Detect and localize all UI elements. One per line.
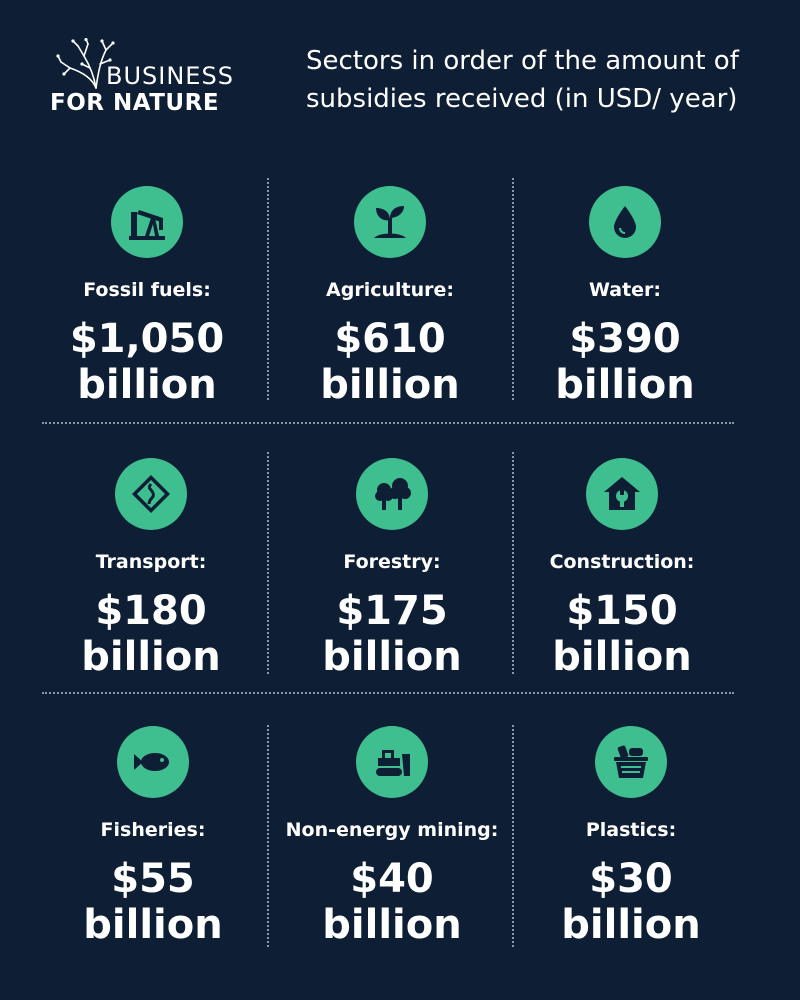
sector-label: Forestry: [343,551,441,573]
page-title: Sectors in order of the amount of subsid… [306,46,739,114]
sector-unit: billion [322,902,462,948]
house-wrench-icon [586,458,658,530]
sector-card-water: Water: $390 billion [502,186,748,408]
sector-label: Agriculture: [326,279,454,301]
oil-pump-icon [111,186,183,258]
sector-unit: billion [322,634,462,680]
sector-card-non-energy-mining: Non-energy mining: $40 billion [269,726,515,948]
sector-amount: $30 [589,856,673,902]
trees-icon [356,458,428,530]
sector-amount: $1,050 [69,316,225,362]
water-drop-icon [589,186,661,258]
column-divider [267,452,269,674]
sector-label: Transport: [95,551,207,573]
sector-card-agriculture: Agriculture: $610 billion [267,186,513,408]
bulldozer-icon [356,726,428,798]
sector-card-plastics: Plastics: $30 billion [508,726,754,948]
sector-unit: billion [77,362,217,408]
column-divider [512,452,514,674]
row-divider [42,422,734,424]
sector-amount: $390 [569,316,681,362]
sector-unit: billion [83,902,223,948]
sector-amount: $150 [566,588,678,634]
row-divider [42,692,734,694]
sector-card-construction: Construction: $150 billion [499,458,745,680]
sector-amount: $55 [111,856,195,902]
sector-unit: billion [320,362,460,408]
sector-unit: billion [555,362,695,408]
sector-label: Water: [588,279,662,301]
sector-amount: $610 [334,316,446,362]
sector-card-fisheries: Fisheries: $55 billion [30,726,276,948]
sector-label: Fisheries: [100,819,206,841]
logo-text-for-nature: FOR NATURE [50,90,220,116]
coral-logo-icon [56,38,115,89]
sector-amount: $180 [95,588,207,634]
fish-icon [117,726,189,798]
sector-unit: billion [81,634,221,680]
column-divider [512,725,514,947]
plastic-basket-icon [595,726,667,798]
road-sign-icon [115,458,187,530]
column-divider [512,178,514,400]
business-for-nature-logo: BUSINESS FOR NATURE [48,38,278,118]
sector-label: Construction: [549,551,695,573]
sector-label: Non-energy mining: [285,819,499,841]
sector-label: Plastics: [585,819,677,841]
sector-unit: billion [561,902,701,948]
sector-card-forestry: Forestry: $175 billion [269,458,515,680]
sector-card-transport: Transport: $180 billion [28,458,274,680]
sprout-icon [354,186,426,258]
column-divider [267,178,269,400]
sector-card-fossil-fuels: Fossil fuels: $1,050 billion [24,186,270,408]
sector-amount: $175 [336,588,448,634]
sector-amount: $40 [350,856,434,902]
column-divider [267,725,269,947]
sector-unit: billion [552,634,692,680]
sector-label: Fossil fuels: [83,279,211,301]
logo-text-business: BUSINESS [106,62,234,90]
